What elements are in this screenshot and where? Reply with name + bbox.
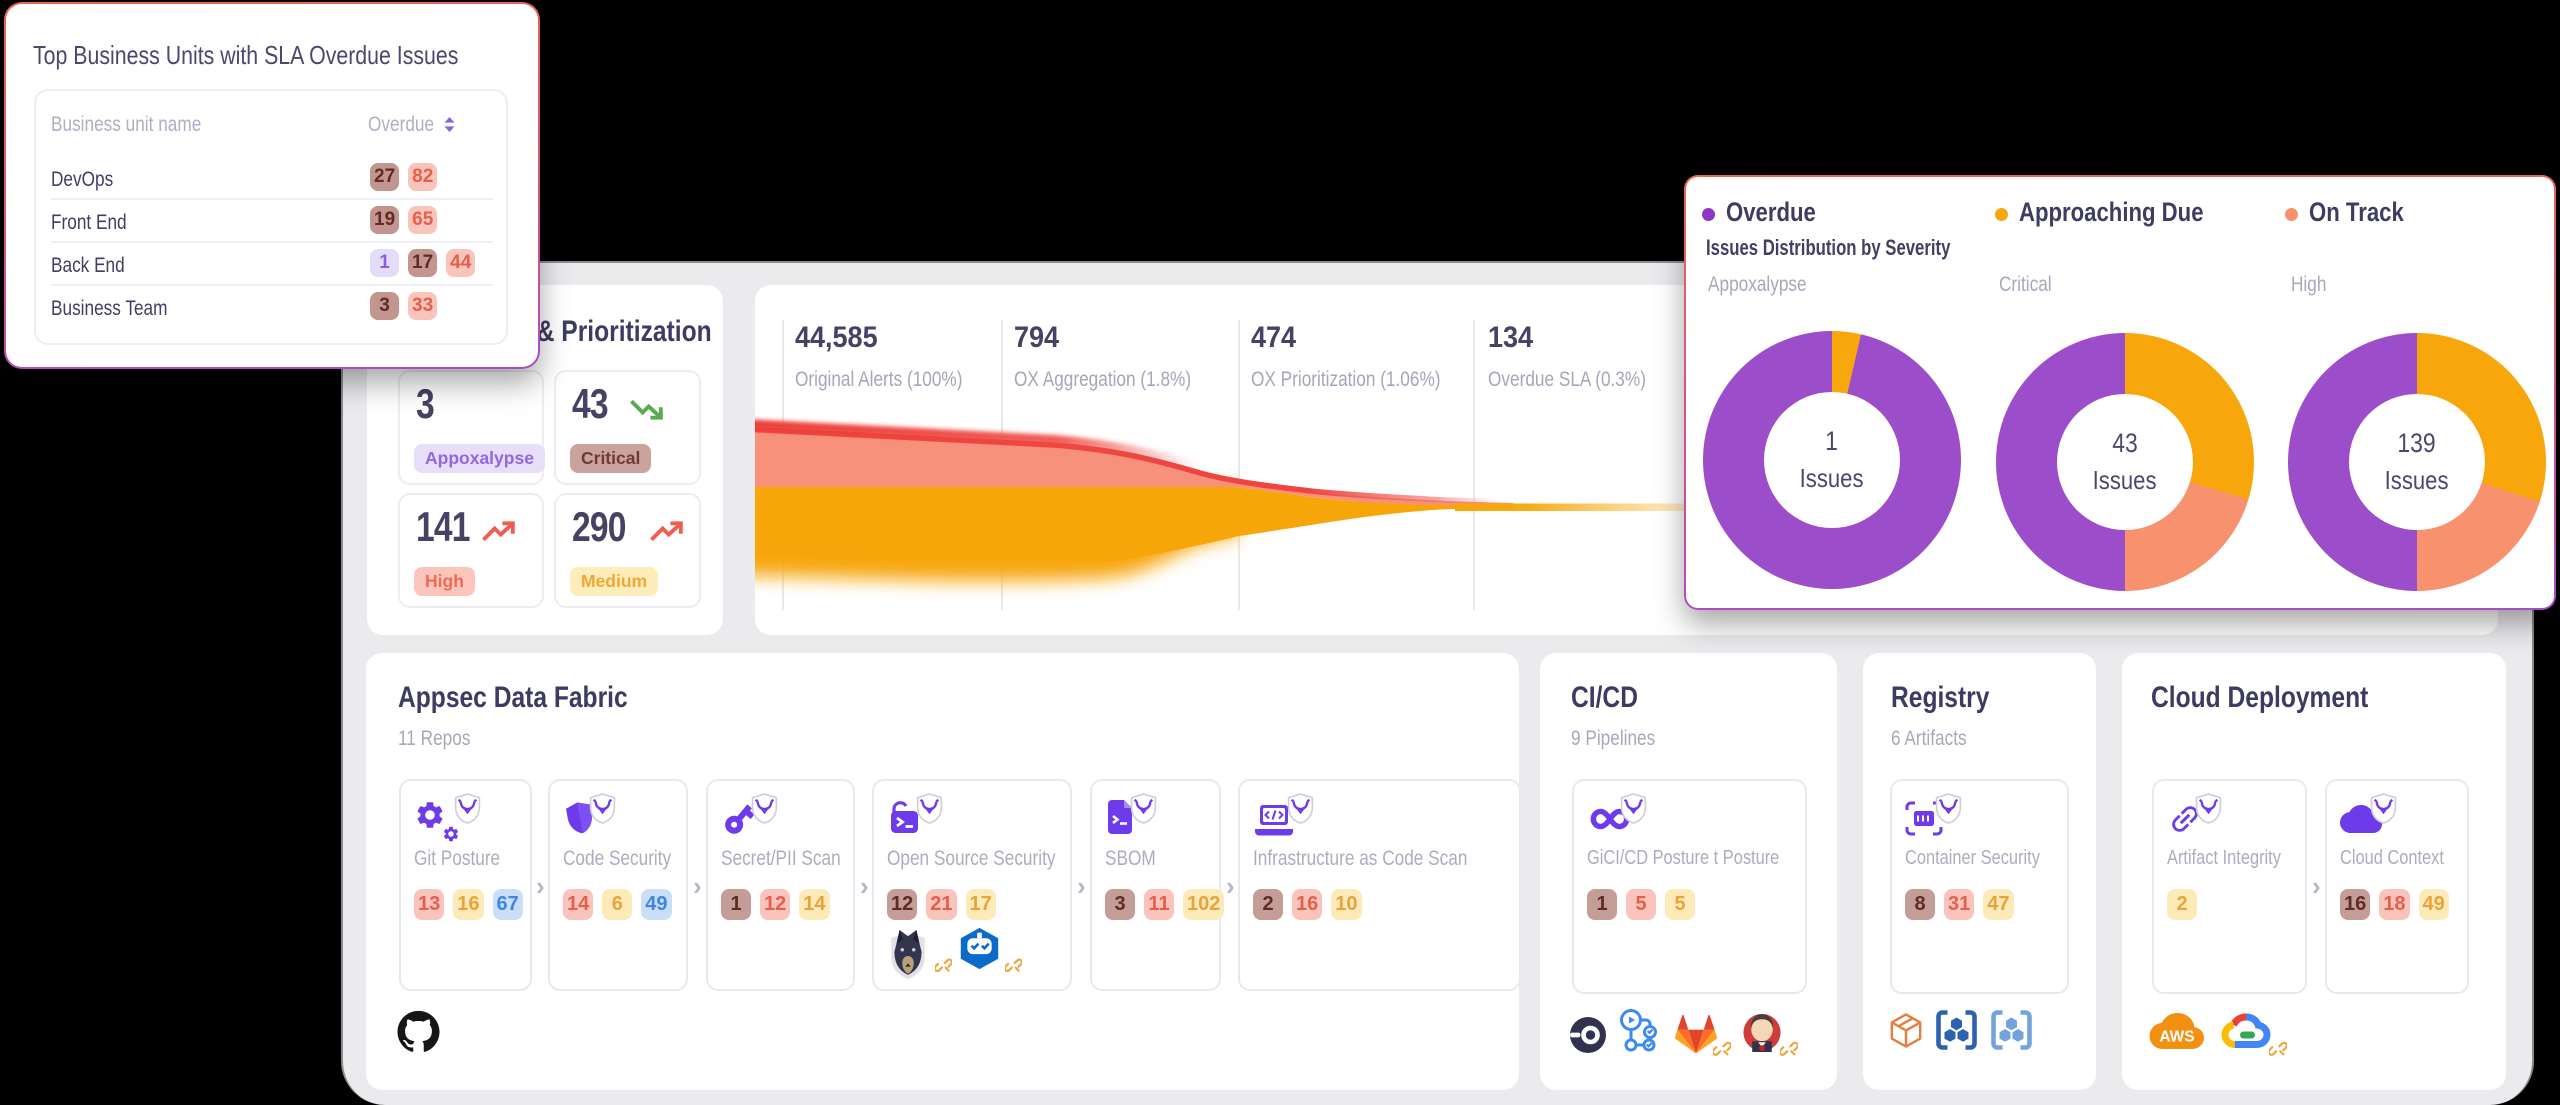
svg-text:AWS: AWS: [2159, 1029, 2194, 1046]
